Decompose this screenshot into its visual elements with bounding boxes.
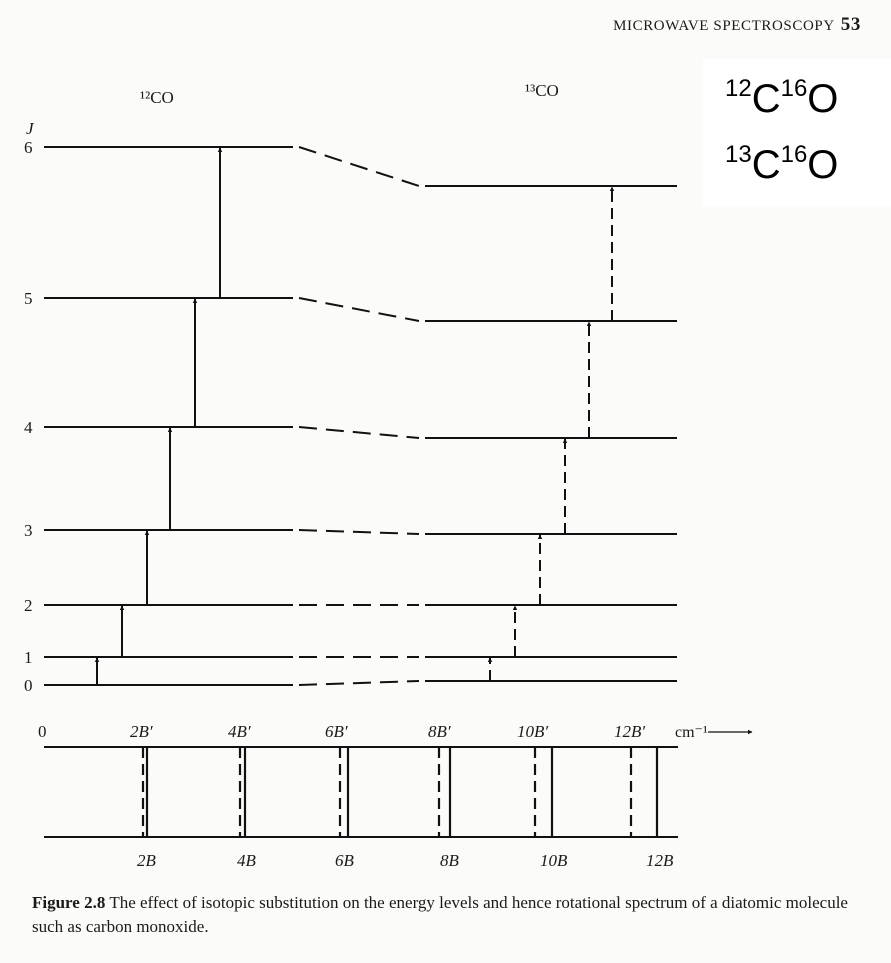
level-connector-j0: [298, 680, 420, 686]
spectrum-bottom-label-1: 2B: [137, 851, 157, 870]
level-connector-j5: [298, 297, 420, 322]
level-label-j6: 6: [24, 138, 33, 157]
level-connector-j3: [298, 529, 420, 535]
page-number: 53: [840, 14, 861, 35]
level-connector-j4: [298, 426, 420, 439]
spectrum-top-label-3: 6B′: [325, 722, 348, 741]
spectrum-top-label-5: 10B′: [517, 722, 548, 741]
left-molecule-label: ¹²CO: [140, 88, 174, 107]
transition-arrows: [94, 147, 615, 685]
header-title: MICROWAVE SPECTROSCOPY: [613, 18, 835, 34]
spectrum-bottom-label-3: 6B: [335, 851, 355, 870]
formula-13c16o: 13C16O: [725, 143, 839, 187]
formula-12c16o: 12C16O: [725, 77, 839, 121]
formula1-mass-o: 16: [780, 75, 808, 102]
page-header: MICROWAVE SPECTROSCOPY 53: [613, 14, 861, 36]
spectrum-bottom-label-4: 8B: [440, 851, 460, 870]
level-connector-j6: [298, 146, 420, 187]
spectrum-zero-label: 0: [38, 722, 47, 741]
figure-label: Figure 2.8: [32, 893, 106, 912]
formula1-element-c: C: [751, 77, 781, 121]
j-axis-label: J: [26, 119, 35, 138]
level-label-j1: 1: [24, 648, 33, 667]
level-label-j0: 0: [24, 676, 33, 695]
spectrum-bottom-label-2: 4B: [237, 851, 257, 870]
formula2-element-c: C: [751, 143, 781, 187]
isotope-formula-box: 12C16O 13C16O: [703, 59, 891, 206]
formula2-mass-o: 16: [780, 141, 808, 168]
spectrum-top-labels: 2B′ 4B′ 6B′ 8B′ 10B′ 12B′: [130, 722, 645, 741]
caption-text: The effect of isotopic substitution on t…: [32, 893, 848, 936]
j-level-labels: 0 1 2 3 4 5 6: [24, 138, 33, 695]
formula2-element-o: O: [807, 143, 839, 187]
right-molecule-label: ¹³CO: [525, 81, 559, 100]
energy-levels: [44, 146, 677, 686]
formula2-mass-c: 13: [725, 141, 752, 168]
spectrum-top-label-4: 8B′: [428, 722, 451, 741]
spectrum-top-label-6: 12B′: [614, 722, 645, 741]
level-label-j5: 5: [24, 289, 33, 308]
level-label-j2: 2: [24, 596, 33, 615]
formula1-mass-c: 12: [725, 75, 752, 102]
level-label-j4: 4: [24, 418, 33, 437]
spectrum-unit-label: cm⁻¹: [675, 724, 708, 741]
level-label-j3: 3: [24, 521, 33, 540]
energy-level-diagram: ¹²CO ¹³CO J 0 1 2 3 4 5 6 0 cm⁻¹ 2B′ 4B′ 6B′ 8B′ 1…: [24, 81, 753, 870]
formula1-element-o: O: [807, 77, 839, 121]
spectrum-bottom-label-6: 12B: [646, 851, 674, 870]
figure-caption: Figure 2.8 The effect of isotopic substi…: [32, 891, 872, 939]
spectrum-top-label-2: 4B′: [228, 722, 251, 741]
spectrum-bottom-label-5: 10B: [540, 851, 568, 870]
spectrum-lines: [141, 747, 659, 837]
spectrum-top-label-1: 2B′: [130, 722, 153, 741]
spectrum-bottom-labels: 2B 4B 6B 8B 10B 12B: [137, 851, 674, 870]
